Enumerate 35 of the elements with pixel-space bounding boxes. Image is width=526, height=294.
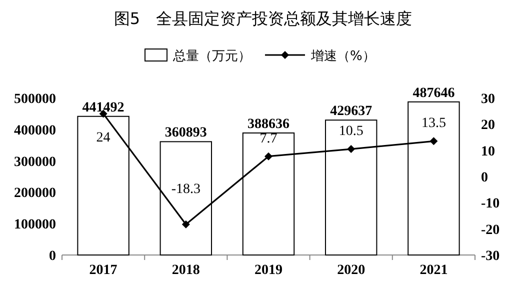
y-tick-label: 100000 (14, 218, 56, 233)
y2-tick-label: 10 (481, 144, 495, 160)
data-label: -18.3 (171, 182, 200, 198)
data-label: 13.5 (421, 116, 446, 132)
y2-tick-label: -10 (481, 196, 500, 212)
data-label: 487646 (412, 86, 455, 101)
point (347, 145, 356, 154)
y-tick-label: 500000 (14, 92, 56, 107)
data-label: 7.7 (260, 131, 278, 146)
x-tick-label: 2018 (172, 263, 200, 278)
y2-tick-label: 20 (481, 118, 495, 134)
x-tick-label: 2020 (337, 263, 366, 278)
data-label: 441492 (82, 100, 124, 116)
y2-tick-label: -20 (481, 222, 500, 238)
point (264, 152, 272, 160)
y-tick-label: 200000 (14, 186, 56, 202)
y-tick-label: 400000 (14, 123, 56, 138)
data-label: 10.5 (338, 124, 364, 140)
chart-title: 图5 全县固定资产投资总额及其增长速度 (114, 9, 412, 28)
data-label: 360893 (164, 126, 207, 141)
legend-label: 增速（%） (310, 49, 376, 64)
point (430, 137, 438, 146)
x-tick-label: 2017 (89, 263, 118, 278)
y2-tick-label: 0 (481, 170, 488, 186)
y2-tick-label: 30 (481, 92, 495, 107)
y-tick-label: 0 (49, 249, 56, 264)
data-label: 388636 (248, 116, 290, 132)
data-label: 24 (96, 130, 110, 146)
y2-tick-label: -30 (481, 249, 500, 264)
legend-label: 总量（万元） (172, 49, 251, 64)
x-tick-label: 2021 (420, 263, 448, 278)
data-label: 429637 (330, 104, 372, 120)
point (182, 220, 190, 228)
x-tick-label: 2019 (254, 263, 282, 278)
y-tick-label: 300000 (14, 154, 56, 170)
